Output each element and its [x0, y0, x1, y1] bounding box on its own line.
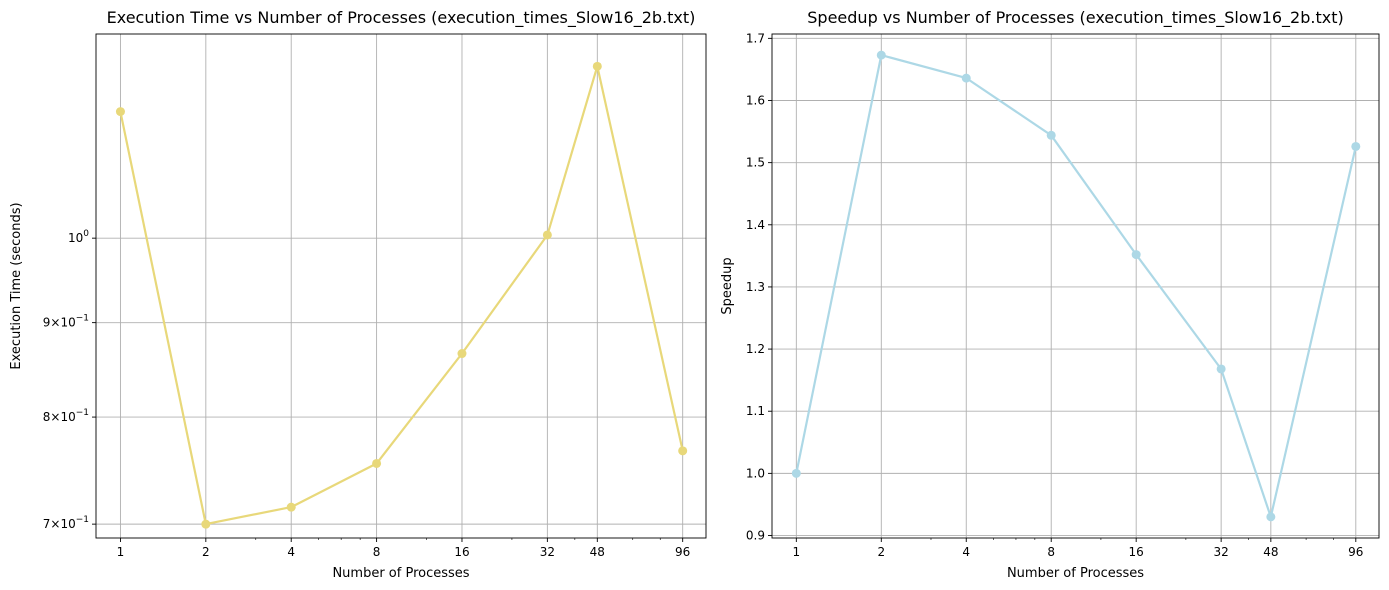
data-point	[1046, 130, 1056, 140]
data-point	[1351, 141, 1361, 151]
y-tick-label: 1.3	[746, 280, 765, 294]
y-tick-label: 1.2	[746, 342, 765, 356]
chart-title: Speedup vs Number of Processes (executio…	[807, 8, 1343, 28]
series-line	[795, 53, 1357, 519]
plot-frame	[771, 33, 1380, 539]
x-tick-label: 16	[454, 545, 469, 559]
y-tick-label: 7×10−1	[43, 515, 89, 531]
y-tick-exponent: −1	[76, 408, 89, 418]
data-point	[457, 349, 467, 359]
chart-title: Execution Time vs Number of Processes (e…	[107, 8, 696, 28]
x-tick-label: 8	[373, 545, 381, 559]
y-tick-label: 1.5	[746, 156, 765, 170]
x-tick-label: 4	[287, 545, 295, 559]
execution-time-chart: 1 2 4 8 16 32 48 961009×10−18×10−17×10−1Executi…	[9, 8, 707, 581]
y-tick-exponent: 0	[83, 229, 89, 239]
x-tick-label: 1	[117, 545, 125, 559]
y-tick-label: 1.1	[746, 404, 765, 418]
x-tick-label: 1	[793, 545, 801, 559]
data-point	[286, 502, 296, 512]
y-axis-label: Speedup	[720, 257, 735, 314]
y-tick-label: 9×10−1	[43, 314, 89, 330]
x-tick-label: 96	[1348, 545, 1363, 559]
data-point	[115, 107, 125, 117]
data-point	[201, 519, 211, 529]
x-axis-label: Number of Processes	[332, 566, 469, 581]
series-line	[119, 65, 684, 526]
y-tick-exponent: −1	[76, 314, 89, 324]
y-tick-coef: 8	[43, 410, 51, 424]
y-tick-base: 10	[60, 316, 75, 330]
y-axis-label: Execution Time (seconds)	[9, 202, 24, 369]
data-point	[961, 73, 971, 83]
y-tick-times: ×	[50, 410, 60, 424]
y-tick-times: ×	[50, 517, 60, 531]
y-tick-label: 0.9	[746, 529, 765, 543]
plot-frame	[95, 33, 707, 539]
y-tick-base: 10	[60, 410, 75, 424]
x-tick-label: 48	[590, 545, 605, 559]
y-tick-label: 1.0	[746, 466, 765, 480]
data-point	[592, 61, 602, 71]
y-tick-coef: 9	[43, 316, 51, 330]
data-point	[542, 230, 552, 240]
data-point	[1131, 250, 1141, 260]
speedup-chart: 1 2 4 8 16 32 48 960.91.01.11.21.31.41.51.61.7S…	[720, 8, 1380, 581]
data-point	[372, 458, 382, 468]
x-tick-label: 2	[202, 545, 210, 559]
x-axis-label: Number of Processes	[1007, 566, 1144, 581]
y-tick-label: 1.6	[746, 93, 765, 107]
data-point	[1216, 364, 1226, 374]
x-tick-label: 32	[540, 545, 555, 559]
data-point	[876, 50, 886, 60]
y-tick-times: ×	[50, 316, 60, 330]
y-tick-label: 1.7	[746, 31, 765, 45]
x-tick-label: 8	[1047, 545, 1055, 559]
x-tick-label: 96	[675, 545, 690, 559]
y-tick-label: 1.4	[746, 218, 765, 232]
y-tick-coef: 7	[43, 517, 51, 531]
y-tick-label: 100	[68, 229, 89, 245]
x-tick-label: 4	[962, 545, 970, 559]
data-point	[791, 468, 801, 478]
y-tick-label: 8×10−1	[43, 408, 89, 424]
y-tick-exponent: −1	[76, 515, 89, 525]
x-tick-label: 2	[877, 545, 885, 559]
data-point	[678, 446, 688, 456]
x-tick-label: 48	[1263, 545, 1278, 559]
x-tick-label: 32	[1213, 545, 1228, 559]
y-tick-base: 10	[60, 517, 75, 531]
y-tick-base: 10	[68, 231, 83, 245]
x-tick-label: 16	[1129, 545, 1144, 559]
data-point	[1266, 512, 1276, 522]
